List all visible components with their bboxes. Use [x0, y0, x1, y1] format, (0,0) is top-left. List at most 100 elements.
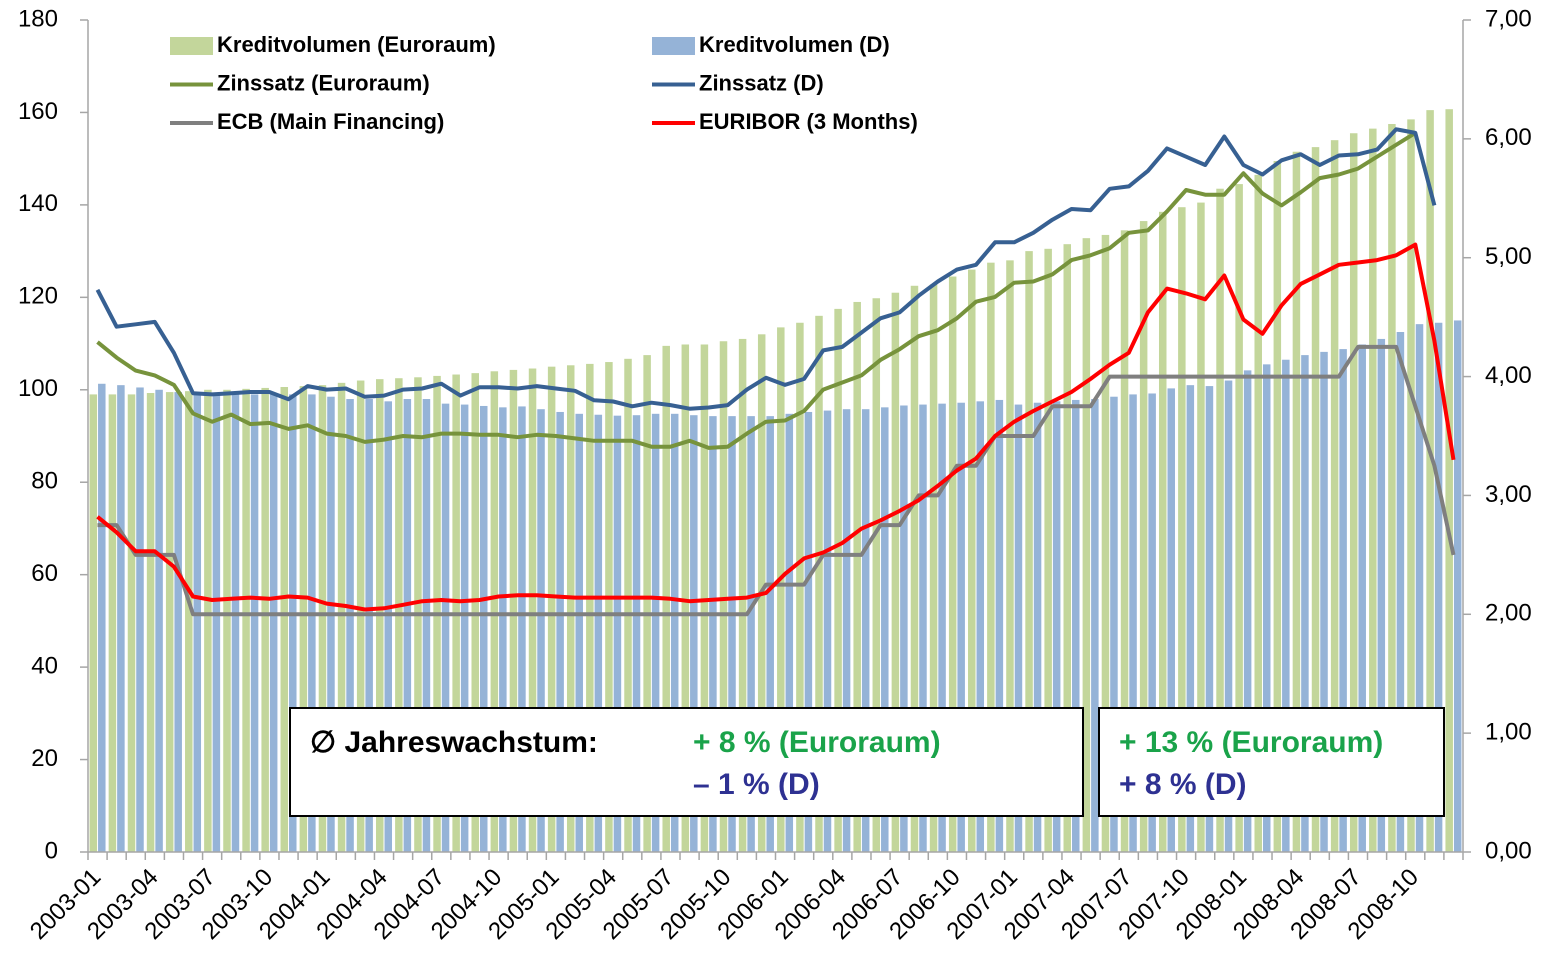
- bar: [777, 327, 785, 852]
- bar: [499, 407, 507, 852]
- bar: [804, 411, 813, 852]
- bar: [1426, 110, 1434, 853]
- bar: [337, 382, 346, 852]
- y2-tick-label: 5,00: [1485, 243, 1532, 270]
- bar: [212, 394, 221, 852]
- bar: [422, 399, 431, 852]
- bar: [766, 416, 774, 852]
- bar: [231, 394, 240, 852]
- y-tick-label: 140: [18, 190, 58, 217]
- bar: [586, 363, 594, 852]
- bar: [1377, 338, 1386, 852]
- bar: [1186, 385, 1195, 852]
- bar: [919, 404, 927, 852]
- bar: [1358, 344, 1366, 852]
- bar: [1262, 364, 1271, 852]
- bar: [594, 414, 603, 852]
- bar: [738, 338, 747, 852]
- bar: [700, 344, 709, 852]
- y2-tick-label: 0,00: [1485, 837, 1532, 864]
- bar: [327, 396, 335, 852]
- bar: [1453, 320, 1462, 852]
- y2-tick-label: 1,00: [1485, 718, 1532, 745]
- bar: [976, 401, 985, 852]
- bar: [632, 415, 641, 852]
- legend-label: Kreditvolumen (Euroraum): [217, 32, 496, 57]
- bar: [1072, 399, 1080, 852]
- bar: [1178, 207, 1186, 852]
- bar: [460, 404, 469, 852]
- bar: [823, 410, 832, 852]
- y-tick-label: 60: [31, 560, 58, 587]
- bar: [948, 276, 957, 852]
- bar: [1091, 399, 1099, 852]
- bar: [957, 402, 965, 852]
- bar: [146, 393, 155, 852]
- bar: [575, 413, 583, 852]
- bar: [690, 415, 698, 852]
- bar: [938, 403, 946, 852]
- bar: [1216, 188, 1224, 852]
- bar: [441, 403, 450, 852]
- bar: [269, 394, 278, 852]
- legend-label: ECB (Main Financing): [217, 109, 444, 134]
- bar: [108, 394, 117, 852]
- y-tick-label: 100: [18, 375, 58, 402]
- bar: [900, 405, 908, 852]
- bar: [719, 341, 728, 852]
- bar: [174, 392, 182, 852]
- bar: [1415, 324, 1424, 852]
- bar: [518, 406, 526, 852]
- bar: [624, 358, 632, 852]
- bar: [747, 416, 755, 852]
- bar: [384, 401, 393, 852]
- legend-label: Kreditvolumen (D): [699, 32, 890, 57]
- bar: [1014, 404, 1023, 852]
- bar: [556, 411, 564, 852]
- y-tick-label: 20: [31, 745, 58, 772]
- bar: [1445, 109, 1453, 853]
- bar: [165, 392, 174, 852]
- bar: [1197, 202, 1205, 853]
- bar: [136, 387, 144, 852]
- bar: [1254, 174, 1262, 852]
- bar: [365, 399, 373, 852]
- bar: [155, 389, 163, 852]
- bar: [1407, 119, 1415, 852]
- bar: [1082, 238, 1091, 852]
- bar: [490, 371, 499, 852]
- bar: [681, 344, 690, 852]
- line: [96, 131, 1417, 450]
- bar: [881, 407, 889, 852]
- bar: [1369, 128, 1377, 853]
- legend-label: Zinssatz (D): [699, 70, 824, 95]
- bar: [1292, 151, 1301, 852]
- bar: [308, 394, 316, 852]
- y-tick-label: 120: [18, 283, 58, 310]
- annotation-text: – 1 % (D): [693, 768, 820, 801]
- bar: [643, 355, 651, 852]
- bar: [605, 362, 613, 852]
- bar: [1120, 230, 1129, 853]
- y-tick-label: 40: [31, 652, 58, 679]
- y2-tick-label: 4,00: [1485, 362, 1532, 389]
- bar: [709, 416, 717, 852]
- bar: [1301, 355, 1309, 852]
- y-tick-label: 180: [18, 5, 58, 32]
- bar: [1349, 133, 1358, 852]
- bar: [537, 409, 545, 852]
- bar: [1052, 401, 1061, 852]
- bar: [995, 399, 1004, 852]
- bar: [613, 415, 622, 852]
- bar: [891, 292, 900, 852]
- bar: [1167, 388, 1175, 852]
- legend-swatch: [652, 37, 695, 55]
- bar: [117, 385, 125, 852]
- bar: [1033, 402, 1042, 852]
- bar: [1243, 370, 1252, 852]
- bar: [1235, 184, 1243, 853]
- bar: [796, 322, 804, 852]
- line: [96, 242, 1456, 612]
- bar: [785, 413, 794, 852]
- bar: [861, 409, 870, 852]
